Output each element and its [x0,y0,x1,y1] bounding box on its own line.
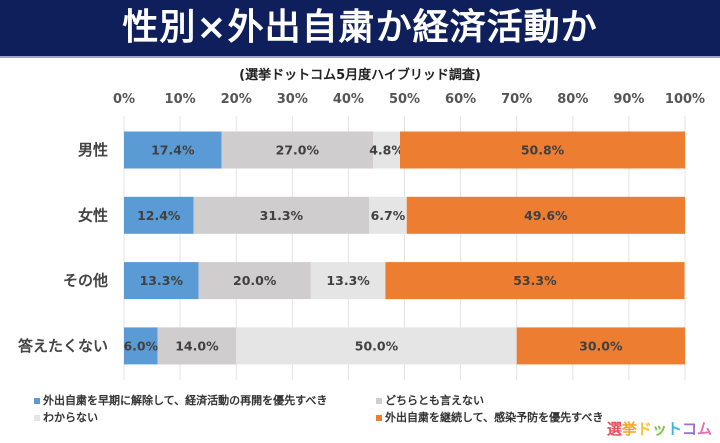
category-label: 女性 [78,206,108,224]
bar-segment [400,131,685,169]
bar-segment [236,327,517,365]
logo-glyph: ト [666,420,682,438]
legend-swatch [376,398,382,404]
bar-segment [373,131,401,169]
legend-item-continue-restraint: 外出自粛を継続して、感染予防を優先すべき [376,409,603,425]
category-label: 男性 [78,141,108,159]
x-tick-label: 10% [165,92,196,107]
x-tick-label: 0% [113,92,135,107]
legend-item-neither: どちらとも言えない [376,392,484,408]
x-tick-label: 70% [501,92,532,107]
bar-segment [221,131,374,169]
data-label: 31.3% [260,208,304,223]
logo-glyph: ム [696,420,712,438]
data-label: 4.8% [369,143,404,158]
data-label: 14.0% [175,338,219,353]
data-label: 27.0% [276,143,320,158]
x-tick-label: 90% [613,92,644,107]
data-label: 13.3% [326,273,370,288]
x-tick-label: 60% [445,92,476,107]
logo-glyph: 選 [606,420,622,438]
x-tick-label: 50% [389,92,420,107]
bar-segment [198,262,311,300]
x-tick-label: 40% [333,92,364,107]
x-tick-label: 20% [221,92,252,107]
bar-segment [369,196,407,234]
data-label: 50.0% [355,338,399,353]
bar-segment [193,196,370,234]
logo-glyph: コ [681,420,697,438]
chart-subtitle: (選挙ドットコム5月度ハイブリッド調査) [239,68,481,83]
x-tick-label: 100% [665,92,705,107]
legend-swatch [34,415,40,421]
bar-segment [124,327,158,365]
data-label: 50.8% [521,143,565,158]
legend-item-dont-know: わからない [34,409,98,425]
data-label: 30.0% [579,338,623,353]
x-tick-label: 80% [557,92,588,107]
senkyo-dotcom-logo: 選挙ドットコム [607,418,712,439]
logo-glyph: ッ [651,420,667,438]
legend-swatch [34,398,40,404]
data-label: 17.4% [151,143,195,158]
data-label: 6.0% [123,338,158,353]
category-label: その他 [63,272,108,290]
bar-segment [516,327,685,365]
data-label: 12.4% [137,208,181,223]
x-tick-label: 30% [277,92,308,107]
bar-segment [385,262,685,300]
logo-glyph: 挙 [621,420,637,438]
bar-segment [310,262,386,300]
legend-item-resume-economy: 外出自粛を早期に解除して、経済活動の再開を優先すべき [34,392,327,408]
bar-segment [124,196,194,234]
bar-segment [406,196,685,234]
title-bar: 性別×外出自粛か経済活動か [0,0,720,58]
bar-segment [157,327,237,365]
logo-glyph: ド [636,420,652,438]
category-label: 答えたくない [18,337,108,355]
page-title: 性別×外出自粛か経済活動か [122,7,598,48]
data-label: 13.3% [140,273,184,288]
bar-segment [124,131,222,169]
data-label: 49.6% [524,208,568,223]
data-label: 6.7% [371,208,406,223]
data-label: 53.3% [513,273,557,288]
legend-swatch [376,415,382,421]
bar-segment [124,262,199,300]
data-label: 20.0% [233,273,277,288]
